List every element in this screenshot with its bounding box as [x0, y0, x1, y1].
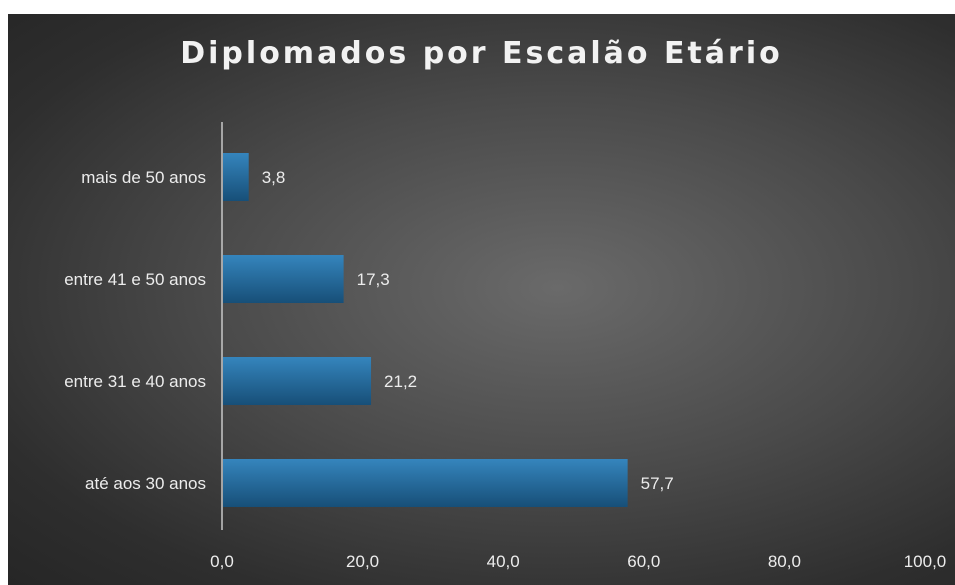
bar-2 — [223, 357, 372, 405]
category-label: até aos 30 anos — [85, 474, 206, 493]
bar-chart: até aos 30 anos 57,7 entre 31 e 40 anos 21,… — [64, 122, 947, 571]
bar-1 — [223, 459, 628, 507]
x-tick-label: 40,0 — [487, 552, 520, 571]
bar-3 — [223, 255, 344, 303]
x-tick-label: 80,0 — [768, 552, 801, 571]
data-label: 21,2 — [384, 372, 417, 391]
category-label: entre 31 e 40 anos — [64, 372, 206, 391]
category-label: mais de 50 anos — [81, 168, 206, 187]
data-label: 3,8 — [262, 168, 286, 187]
x-tick-label: 100,0 — [904, 552, 947, 571]
data-label: 57,7 — [641, 474, 674, 493]
x-tick-label: 60,0 — [627, 552, 660, 571]
x-tick-label: 0,0 — [210, 552, 234, 571]
chart-area: Diplomados por Escalão Etário até aos 30… — [8, 14, 955, 585]
x-tick-label: 20,0 — [346, 552, 379, 571]
bar-4 — [223, 153, 249, 201]
category-label: entre 41 e 50 anos — [64, 270, 206, 289]
data-label: 17,3 — [357, 270, 390, 289]
chart-title: Diplomados por Escalão Etário — [180, 36, 783, 71]
